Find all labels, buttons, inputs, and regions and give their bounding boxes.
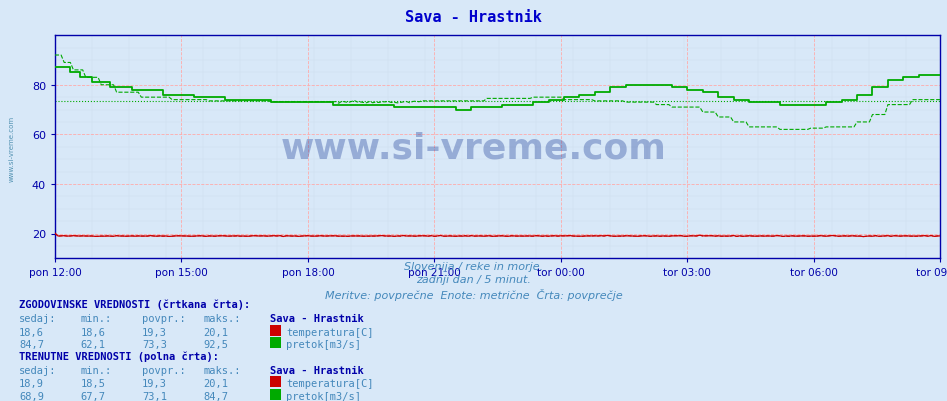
Text: Sava - Hrastnik: Sava - Hrastnik xyxy=(270,314,364,324)
Text: maks.:: maks.: xyxy=(204,365,241,375)
Text: ZGODOVINSKE VREDNOSTI (črtkana črta):: ZGODOVINSKE VREDNOSTI (črtkana črta): xyxy=(19,299,250,309)
Text: zadnji dan / 5 minut.: zadnji dan / 5 minut. xyxy=(416,275,531,285)
Text: 92,5: 92,5 xyxy=(204,339,228,349)
Text: 73,1: 73,1 xyxy=(142,391,167,401)
Text: 19,3: 19,3 xyxy=(142,327,167,337)
Text: 19,3: 19,3 xyxy=(142,378,167,388)
Text: min.:: min.: xyxy=(80,314,112,324)
Text: 73,3: 73,3 xyxy=(142,339,167,349)
Text: Meritve: povprečne  Enote: metrične  Črta: povprečje: Meritve: povprečne Enote: metrične Črta:… xyxy=(325,288,622,300)
Text: 18,6: 18,6 xyxy=(19,327,44,337)
Text: pretok[m3/s]: pretok[m3/s] xyxy=(286,339,361,349)
Text: Sava - Hrastnik: Sava - Hrastnik xyxy=(405,10,542,25)
Text: temperatura[C]: temperatura[C] xyxy=(286,327,373,337)
Text: sedaj:: sedaj: xyxy=(19,365,57,375)
Text: 20,1: 20,1 xyxy=(204,378,228,388)
Text: 84,7: 84,7 xyxy=(19,339,44,349)
Text: 18,9: 18,9 xyxy=(19,378,44,388)
Text: 84,7: 84,7 xyxy=(204,391,228,401)
Text: povpr.:: povpr.: xyxy=(142,314,186,324)
Text: www.si-vreme.com: www.si-vreme.com xyxy=(9,115,14,181)
Text: povpr.:: povpr.: xyxy=(142,365,186,375)
Text: TRENUTNE VREDNOSTI (polna črta):: TRENUTNE VREDNOSTI (polna črta): xyxy=(19,351,219,361)
Text: Sava - Hrastnik: Sava - Hrastnik xyxy=(270,365,364,375)
Text: temperatura[C]: temperatura[C] xyxy=(286,378,373,388)
Text: www.si-vreme.com: www.si-vreme.com xyxy=(280,132,667,165)
Text: 68,9: 68,9 xyxy=(19,391,44,401)
Text: pretok[m3/s]: pretok[m3/s] xyxy=(286,391,361,401)
Text: Slovenija / reke in morje.: Slovenija / reke in morje. xyxy=(404,261,543,271)
Text: maks.:: maks.: xyxy=(204,314,241,324)
Text: 18,6: 18,6 xyxy=(80,327,105,337)
Text: 20,1: 20,1 xyxy=(204,327,228,337)
Text: 62,1: 62,1 xyxy=(80,339,105,349)
Text: min.:: min.: xyxy=(80,365,112,375)
Text: sedaj:: sedaj: xyxy=(19,314,57,324)
Text: 67,7: 67,7 xyxy=(80,391,105,401)
Text: 18,5: 18,5 xyxy=(80,378,105,388)
